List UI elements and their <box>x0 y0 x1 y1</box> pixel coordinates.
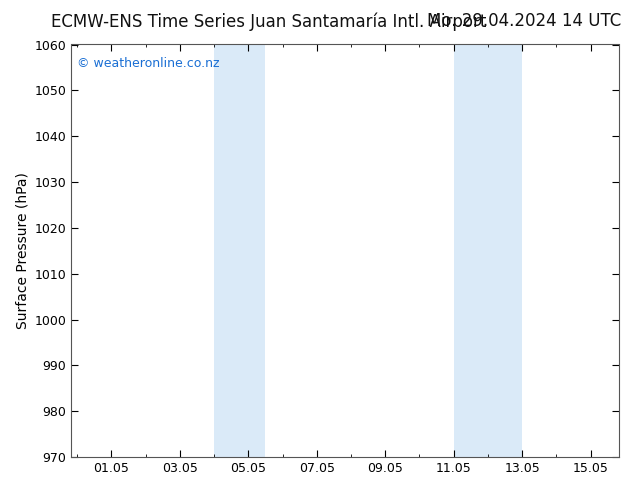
Text: Mo. 29.04.2024 14 UTC: Mo. 29.04.2024 14 UTC <box>427 12 621 30</box>
Y-axis label: Surface Pressure (hPa): Surface Pressure (hPa) <box>15 172 29 329</box>
Bar <box>214 45 266 457</box>
Bar <box>454 45 522 457</box>
Text: © weatheronline.co.nz: © weatheronline.co.nz <box>77 57 219 70</box>
Text: ECMW-ENS Time Series Juan Santamaría Intl. Airport: ECMW-ENS Time Series Juan Santamaría Int… <box>51 12 486 31</box>
